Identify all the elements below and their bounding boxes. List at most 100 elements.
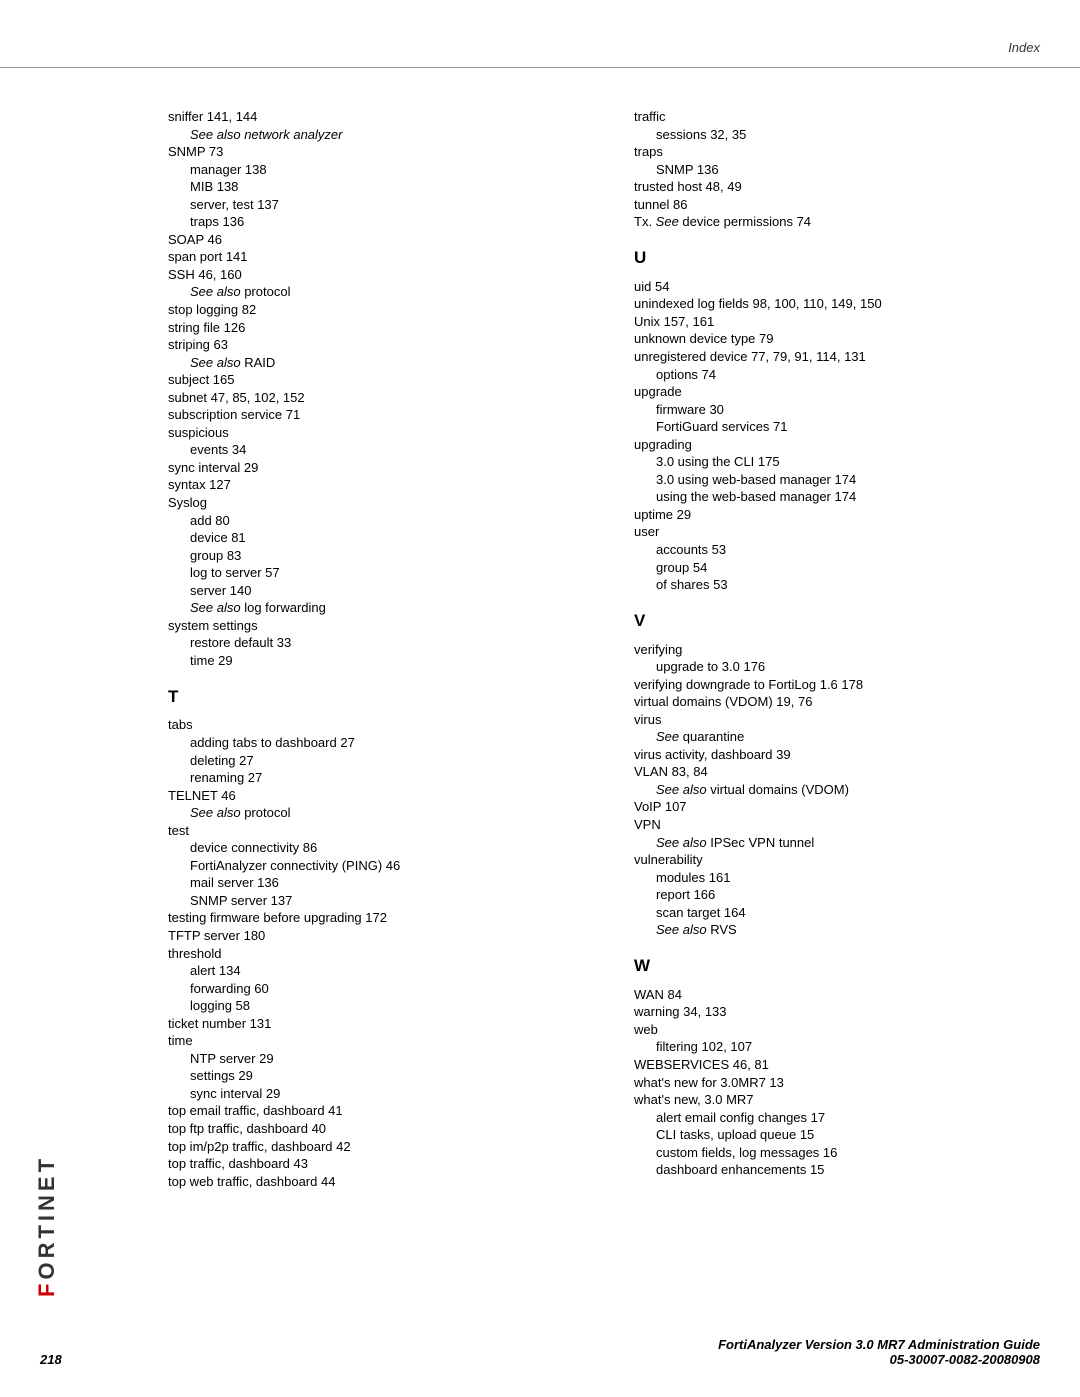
index-entry: suspicious xyxy=(168,424,574,442)
index-entry: server, test 137 xyxy=(168,196,574,214)
index-entry: 3.0 using web-based manager 174 xyxy=(634,471,1040,489)
index-entry: top traffic, dashboard 43 xyxy=(168,1155,574,1173)
index-entry: verifying downgrade to FortiLog 1.6 178 xyxy=(634,676,1040,694)
index-entry: settings 29 xyxy=(168,1067,574,1085)
index-entry: Unix 157, 161 xyxy=(634,313,1040,331)
index-section-letter: W xyxy=(634,955,1040,978)
index-entry: traps 136 xyxy=(168,213,574,231)
index-columns: sniffer 141, 144See also network analyze… xyxy=(0,68,1080,1190)
index-entry: test xyxy=(168,822,574,840)
index-entry: striping 63 xyxy=(168,336,574,354)
index-entry: subject 165 xyxy=(168,371,574,389)
index-entry: Tx. See device permissions 74 xyxy=(634,213,1040,231)
index-entry: upgrading xyxy=(634,436,1040,454)
index-entry: trusted host 48, 49 xyxy=(634,178,1040,196)
index-entry: SNMP server 137 xyxy=(168,892,574,910)
index-entry: adding tabs to dashboard 27 xyxy=(168,734,574,752)
index-entry: See also protocol xyxy=(168,804,574,822)
index-entry: modules 161 xyxy=(634,869,1040,887)
index-entry: renaming 27 xyxy=(168,769,574,787)
index-entry: report 166 xyxy=(634,886,1040,904)
index-entry: what's new for 3.0MR7 13 xyxy=(634,1074,1040,1092)
index-entry: CLI tasks, upload queue 15 xyxy=(634,1126,1040,1144)
index-entry: WEBSERVICES 46, 81 xyxy=(634,1056,1040,1074)
index-entry: SNMP 136 xyxy=(634,161,1040,179)
index-entry: vulnerability xyxy=(634,851,1040,869)
index-entry: uid 54 xyxy=(634,278,1040,296)
index-entry: time xyxy=(168,1032,574,1050)
index-entry: firmware 30 xyxy=(634,401,1040,419)
index-entry: tabs xyxy=(168,716,574,734)
index-entry: stop logging 82 xyxy=(168,301,574,319)
index-section-letter: T xyxy=(168,686,574,709)
index-entry: 3.0 using the CLI 175 xyxy=(634,453,1040,471)
index-entry: top web traffic, dashboard 44 xyxy=(168,1173,574,1191)
index-entry: scan target 164 xyxy=(634,904,1040,922)
index-entry: SNMP 73 xyxy=(168,143,574,161)
index-entry: sniffer 141, 144 xyxy=(168,108,574,126)
index-entry: virtual domains (VDOM) 19, 76 xyxy=(634,693,1040,711)
index-entry: string file 126 xyxy=(168,319,574,337)
index-entry: VLAN 83, 84 xyxy=(634,763,1040,781)
index-entry: virus activity, dashboard 39 xyxy=(634,746,1040,764)
index-entry: testing firmware before upgrading 172 xyxy=(168,909,574,927)
index-entry: See also IPSec VPN tunnel xyxy=(634,834,1040,852)
index-entry: Syslog xyxy=(168,494,574,512)
index-entry: See also network analyzer xyxy=(168,126,574,144)
index-entry: using the web-based manager 174 xyxy=(634,488,1040,506)
index-entry: See also protocol xyxy=(168,283,574,301)
index-entry: options 74 xyxy=(634,366,1040,384)
index-entry: dashboard enhancements 15 xyxy=(634,1161,1040,1179)
page-footer: 218 FortiAnalyzer Version 3.0 MR7 Admini… xyxy=(40,1337,1040,1367)
index-entry: subscription service 71 xyxy=(168,406,574,424)
index-entry: See also RVS xyxy=(634,921,1040,939)
index-entry: MIB 138 xyxy=(168,178,574,196)
index-entry: WAN 84 xyxy=(634,986,1040,1004)
index-entry: FortiAnalyzer connectivity (PING) 46 xyxy=(168,857,574,875)
index-entry: top ftp traffic, dashboard 40 xyxy=(168,1120,574,1138)
index-entry: traps xyxy=(634,143,1040,161)
index-entry: ticket number 131 xyxy=(168,1015,574,1033)
index-entry: restore default 33 xyxy=(168,634,574,652)
index-entry: upgrade to 3.0 176 xyxy=(634,658,1040,676)
index-entry: time 29 xyxy=(168,652,574,670)
index-entry: syntax 127 xyxy=(168,476,574,494)
index-entry: unknown device type 79 xyxy=(634,330,1040,348)
page-number: 218 xyxy=(40,1352,62,1367)
index-entry: deleting 27 xyxy=(168,752,574,770)
index-entry: sessions 32, 35 xyxy=(634,126,1040,144)
index-entry: tunnel 86 xyxy=(634,196,1040,214)
index-entry: See also virtual domains (VDOM) xyxy=(634,781,1040,799)
index-entry: logging 58 xyxy=(168,997,574,1015)
index-entry: See quarantine xyxy=(634,728,1040,746)
index-column-right: trafficsessions 32, 35trapsSNMP 136trust… xyxy=(634,108,1040,1190)
index-entry: See also log forwarding xyxy=(168,599,574,617)
index-entry: verifying xyxy=(634,641,1040,659)
index-entry: custom fields, log messages 16 xyxy=(634,1144,1040,1162)
index-entry: upgrade xyxy=(634,383,1040,401)
index-entry: FortiGuard services 71 xyxy=(634,418,1040,436)
index-column-left: sniffer 141, 144See also network analyze… xyxy=(168,108,574,1190)
index-entry: uptime 29 xyxy=(634,506,1040,524)
index-entry: filtering 102, 107 xyxy=(634,1038,1040,1056)
index-entry: TELNET 46 xyxy=(168,787,574,805)
index-entry: TFTP server 180 xyxy=(168,927,574,945)
index-entry: accounts 53 xyxy=(634,541,1040,559)
index-entry: NTP server 29 xyxy=(168,1050,574,1068)
footer-doc-number: 05-30007-0082-20080908 xyxy=(718,1352,1040,1367)
index-entry: virus xyxy=(634,711,1040,729)
index-entry: warning 34, 133 xyxy=(634,1003,1040,1021)
index-entry: forwarding 60 xyxy=(168,980,574,998)
index-entry: of shares 53 xyxy=(634,576,1040,594)
fortinet-logo: FORTINET xyxy=(34,1155,60,1297)
index-entry: top email traffic, dashboard 41 xyxy=(168,1102,574,1120)
index-entry: log to server 57 xyxy=(168,564,574,582)
index-entry: mail server 136 xyxy=(168,874,574,892)
index-entry: traffic xyxy=(634,108,1040,126)
index-entry: add 80 xyxy=(168,512,574,530)
index-entry: SOAP 46 xyxy=(168,231,574,249)
index-entry: threshold xyxy=(168,945,574,963)
index-entry: alert email config changes 17 xyxy=(634,1109,1040,1127)
footer-guide-title: FortiAnalyzer Version 3.0 MR7 Administra… xyxy=(718,1337,1040,1352)
index-entry: group 54 xyxy=(634,559,1040,577)
